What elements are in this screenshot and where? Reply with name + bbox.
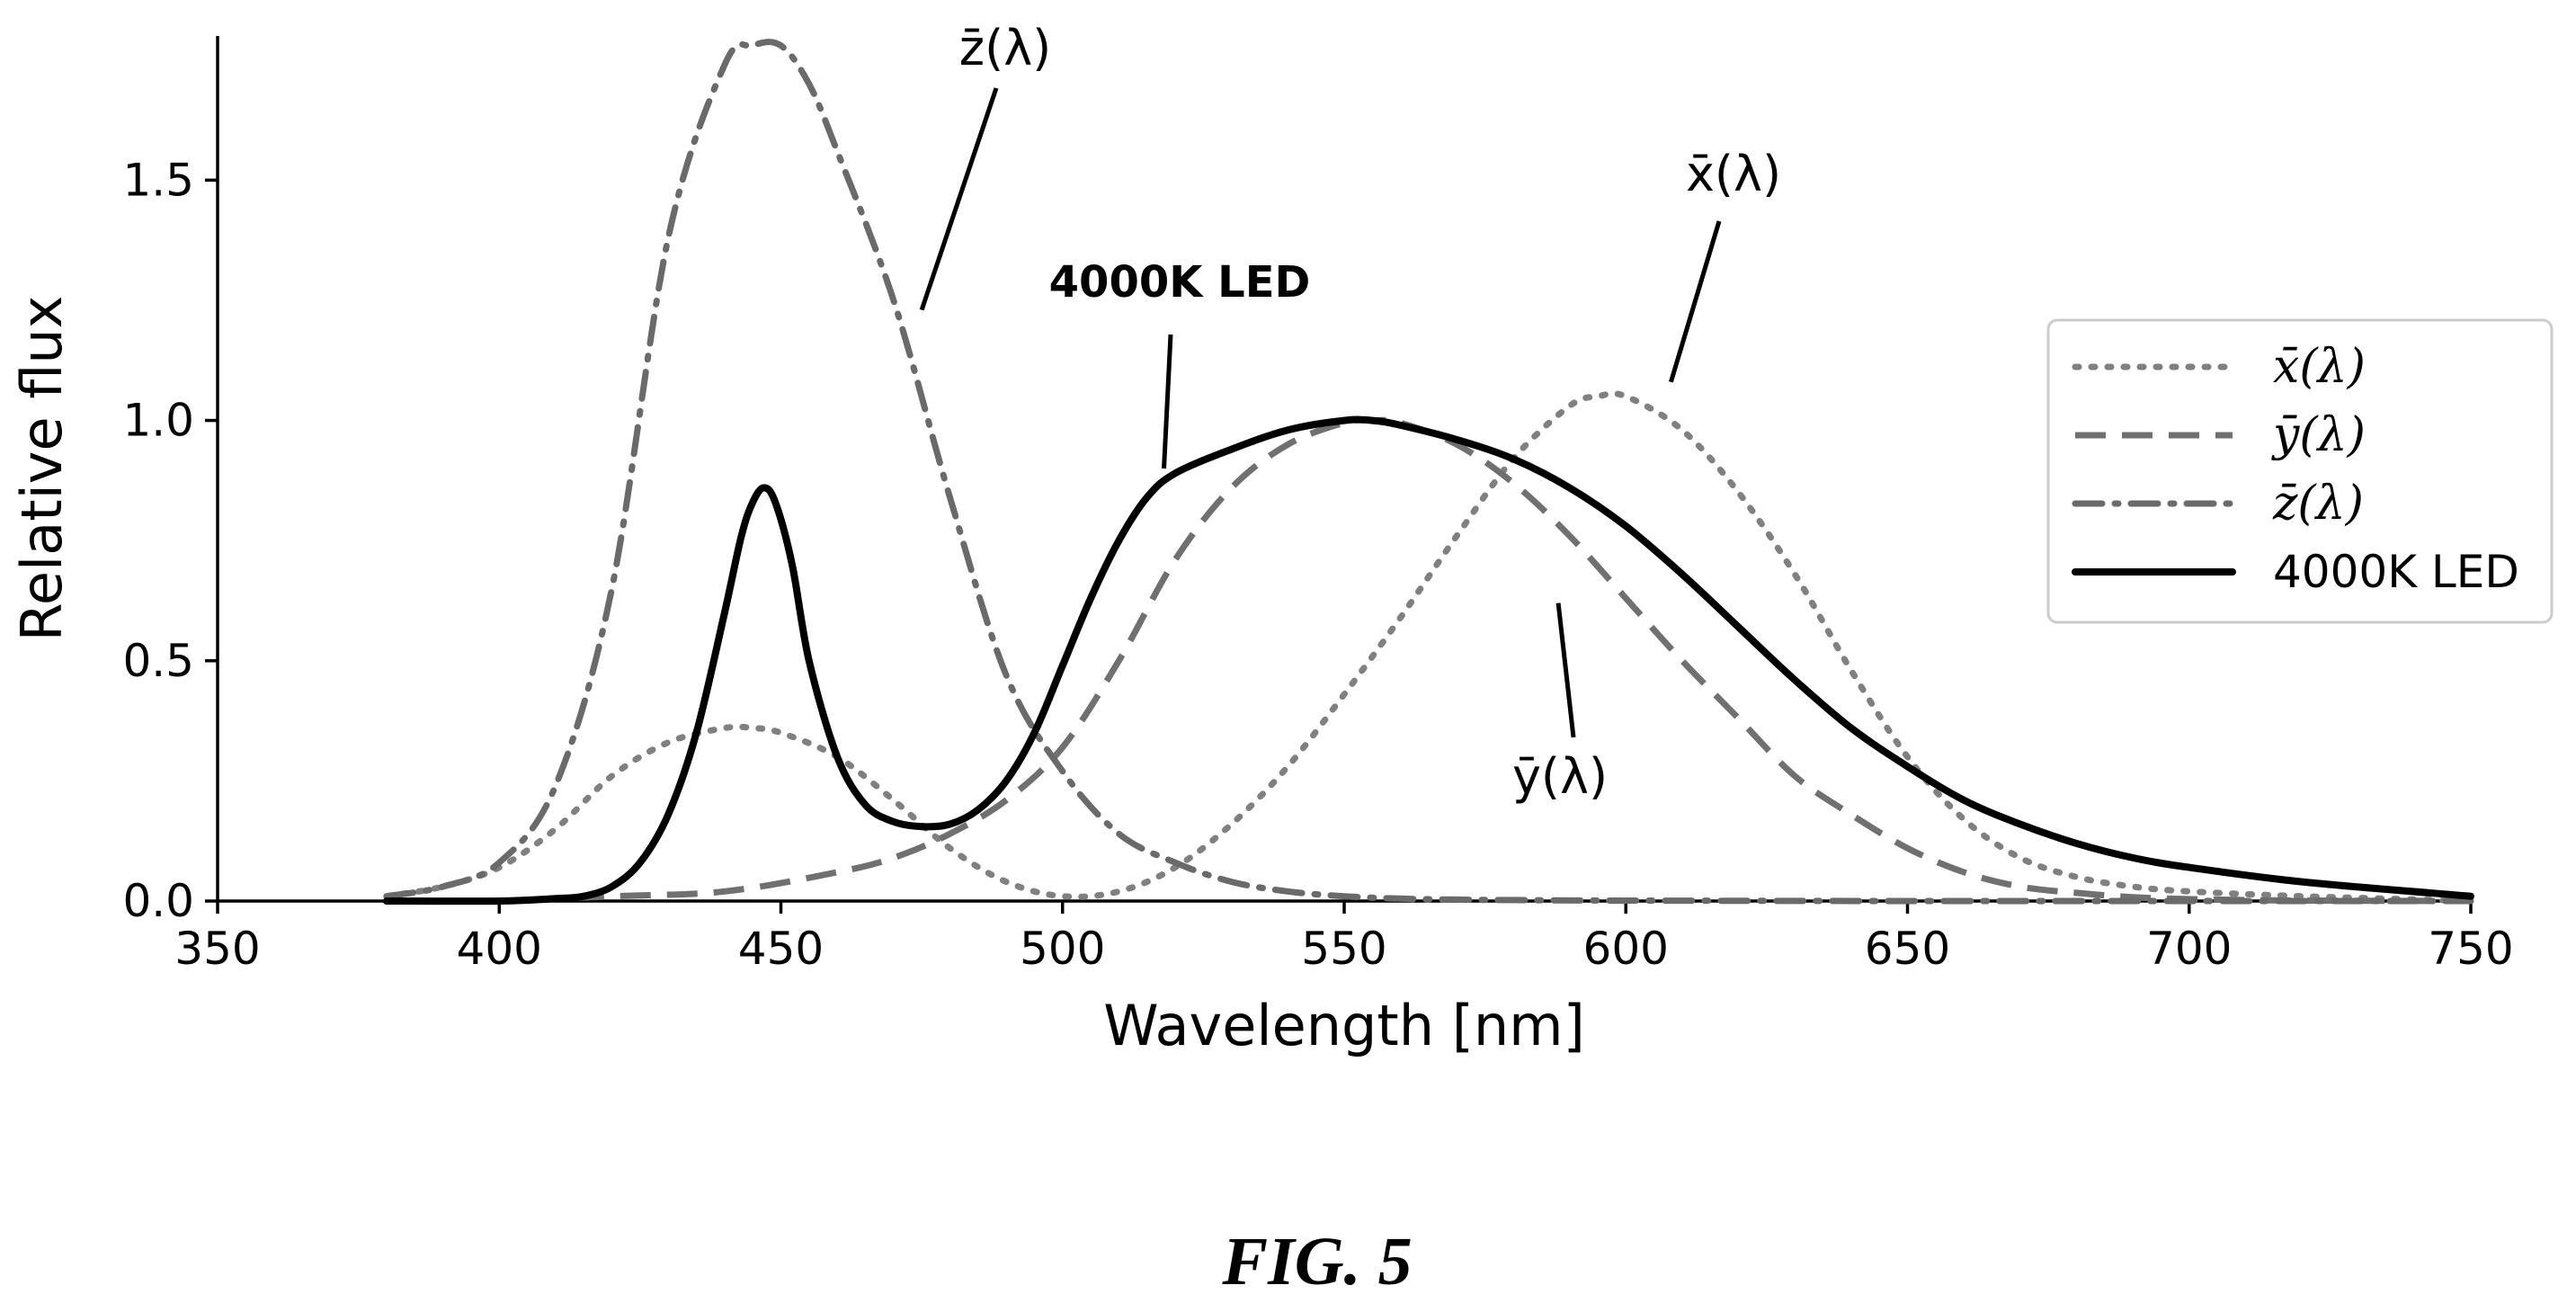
x-tick-label: 350 <box>174 923 260 975</box>
legend-label: x̄(λ) <box>2273 340 2366 394</box>
x-tick-label: 550 <box>1301 923 1386 975</box>
annotation-led: 4000K LED <box>1049 257 1311 469</box>
y-tick-label: 0.0 <box>122 875 194 927</box>
x-axis-label: Wavelength [nm] <box>1103 993 1585 1058</box>
legend: x̄(λ) ȳ(λ) z̄(λ) 4000K LED <box>2046 318 2554 624</box>
led-4000k-curve <box>382 415 2474 906</box>
x-tick-label: 650 <box>1865 923 1950 975</box>
annotation-z-bar: z̄(λ) <box>919 20 1051 311</box>
x-tick-label: 750 <box>2428 923 2513 975</box>
legend-label: ȳ(λ) <box>2271 408 2366 462</box>
axes: 350 400 450 500 550 600 650 700 750 0.0 0.5 1.0 1.5 <box>122 36 2514 975</box>
series-lines <box>382 39 2474 906</box>
annotation-pointer <box>1668 220 1722 383</box>
y-tick-label: 1.0 <box>122 395 194 447</box>
annotation-pointer <box>1162 334 1173 469</box>
x-bar-curve <box>383 390 2474 905</box>
z-bar-curve <box>383 39 2474 905</box>
legend-item: z̄(λ) <box>2072 477 2364 531</box>
y-axis-label: Relative flux <box>9 296 75 642</box>
x-tick-label: 400 <box>457 923 542 975</box>
annotation-y-bar: ȳ(λ) <box>1512 602 1608 805</box>
annotations: z̄(λ) 4000K LED x̄(λ) ȳ(λ) <box>919 20 1781 805</box>
annotation-x-bar: x̄(λ) <box>1668 146 1781 383</box>
annotation-pointer <box>919 87 999 311</box>
legend-label: z̄(λ) <box>2272 477 2364 531</box>
x-tick-label: 500 <box>1020 923 1105 975</box>
annotation-label: z̄(λ) <box>959 20 1051 76</box>
legend-label: 4000K LED <box>2273 546 2519 598</box>
legend-item: 4000K LED <box>2072 546 2519 598</box>
figure-caption: FIG. 5 <box>1221 1224 1412 1299</box>
y-tick-label: 0.5 <box>122 635 194 687</box>
annotation-label: x̄(λ) <box>1686 146 1781 202</box>
y-tick-label: 1.5 <box>122 154 194 206</box>
annotation-label: ȳ(λ) <box>1512 748 1608 805</box>
x-tick-label: 600 <box>1583 923 1669 975</box>
x-tick-label: 450 <box>738 923 824 975</box>
annotation-pointer <box>1555 602 1576 738</box>
legend-box <box>2046 318 2554 624</box>
annotation-label: 4000K LED <box>1049 257 1311 308</box>
x-tick-label: 700 <box>2146 923 2232 975</box>
legend-item: x̄(λ) <box>2072 340 2366 394</box>
legend-item: ȳ(λ) <box>2075 408 2366 462</box>
